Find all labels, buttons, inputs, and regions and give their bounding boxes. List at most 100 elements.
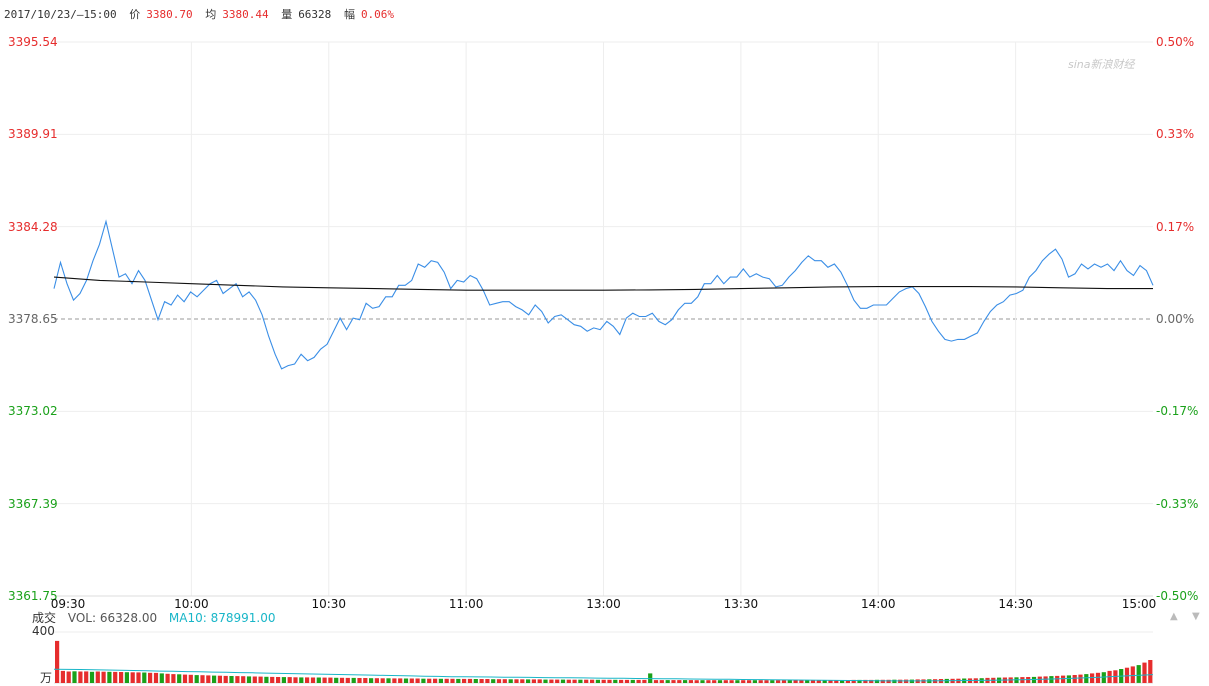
- volume-bar: [624, 679, 630, 683]
- volume-bar: [409, 678, 414, 683]
- volume-bar: [683, 680, 688, 683]
- volume-header: 成交 VOL: 66328.00 MA10: 878991.00: [32, 609, 284, 626]
- volume-bar: [485, 679, 490, 683]
- volume-bar: [659, 680, 664, 683]
- volume-bar: [229, 676, 234, 683]
- volume-bar: [124, 672, 129, 683]
- volume-bar: [619, 679, 624, 683]
- volume-bar: [601, 679, 606, 683]
- volume-bar: [386, 678, 391, 683]
- volume-bar: [310, 677, 316, 683]
- volume-bar: [450, 678, 455, 683]
- volume-bar: [363, 678, 368, 683]
- volume-bar: [1090, 673, 1095, 683]
- volume-bar: [787, 680, 792, 683]
- volume-bar: [1066, 675, 1071, 683]
- volume-bar: [816, 680, 821, 683]
- volume-unit-label: 万: [40, 671, 53, 685]
- volume-bar: [595, 679, 600, 683]
- volume-bar: [886, 679, 891, 683]
- volume-bar: [148, 672, 153, 683]
- volume-bar: [270, 676, 275, 683]
- volume-bar: [584, 679, 589, 683]
- volume-bar: [531, 679, 536, 683]
- volume-bar: [467, 678, 473, 683]
- volume-bar: [776, 680, 781, 683]
- volume-bar: [153, 672, 159, 683]
- pct-tick-label: 0.33%: [1156, 127, 1195, 142]
- pct-tick-label: -0.50%: [1156, 589, 1199, 603]
- y-tick-label: 3389.91: [8, 127, 58, 142]
- volume-bar: [1055, 675, 1060, 683]
- volume-bar: [293, 677, 298, 683]
- volume-bar: [717, 680, 723, 683]
- volume-bar: [1148, 660, 1153, 683]
- pct-tick-label: -0.33%: [1156, 496, 1199, 511]
- volume-bar: [89, 671, 95, 683]
- volume-bar: [136, 672, 141, 683]
- change-label: 幅: [343, 8, 355, 21]
- pct-tick-label: -0.17%: [1156, 404, 1199, 419]
- volume-vol: VOL: 66328.00: [67, 611, 158, 625]
- volume-bar: [427, 678, 432, 683]
- sina-watermark: sina新浪财经: [1068, 58, 1135, 71]
- volume-bar: [95, 671, 100, 683]
- volume-bar: [142, 672, 147, 683]
- volume-bar: [560, 679, 566, 683]
- volume-bar: [729, 680, 734, 683]
- volume-bar: [828, 680, 833, 683]
- volume-bar: [369, 678, 374, 683]
- volume-bar: [723, 680, 728, 683]
- volume-bar: [752, 680, 757, 683]
- volume-bar: [276, 677, 281, 683]
- y-tick-label: 3395.54: [8, 35, 58, 49]
- volume-up-arrow-icon[interactable]: ▲: [1170, 611, 1178, 622]
- volume-bar: [578, 679, 583, 683]
- volume-bar: [252, 676, 257, 683]
- volume-bar: [1043, 676, 1048, 683]
- x-tick-label: 14:30: [998, 597, 1033, 611]
- price-value: 3380.70: [146, 8, 193, 21]
- volume-bar: [415, 678, 420, 683]
- volume-bar: [1095, 672, 1101, 683]
- vol-value: 66328: [298, 8, 332, 21]
- avg-line: [53, 276, 1153, 291]
- volume-bar: [328, 677, 333, 683]
- pct-tick-label: 0.17%: [1156, 219, 1195, 234]
- volume-bar: [874, 679, 880, 683]
- volume-bar: [700, 680, 705, 683]
- volume-bar: [223, 675, 228, 683]
- datetime: 2017/10/23/—15:00: [4, 8, 117, 21]
- volume-bar: [636, 679, 641, 683]
- x-tick-label: 14:00: [860, 597, 896, 611]
- volume-bar: [107, 671, 112, 683]
- volume-bar: [1061, 675, 1066, 683]
- volume-bar: [1136, 665, 1141, 683]
- volume-bar: [316, 677, 321, 683]
- x-tick-label: 10:00: [174, 597, 209, 611]
- volume-bar: [496, 679, 502, 683]
- x-tick-label: 11:00: [448, 597, 484, 611]
- volume-bar: [706, 680, 711, 683]
- volume-bar: [165, 673, 170, 683]
- volume-bar: [688, 680, 693, 683]
- volume-bar: [119, 672, 124, 683]
- change-value: 0.06%: [360, 8, 395, 21]
- volume-bar: [665, 680, 670, 683]
- volume-bar: [834, 680, 839, 683]
- volume-bar: [357, 678, 362, 683]
- volume-bar: [1101, 672, 1106, 683]
- volume-bar: [566, 679, 571, 683]
- volume-bar: [479, 679, 484, 683]
- volume-bar: [590, 679, 595, 683]
- volume-bar: [473, 679, 478, 683]
- volume-bar: [502, 679, 507, 683]
- volume-bar: [217, 675, 222, 683]
- volume-bar: [741, 680, 746, 683]
- quote-header: 2017/10/23/—15:00 价 3380.70 均 3380.44 量 663…: [4, 6, 400, 22]
- volume-bar: [212, 675, 217, 683]
- volume-down-arrow-icon[interactable]: ▼: [1192, 611, 1200, 622]
- volume-bar: [78, 671, 83, 683]
- volume-bar: [113, 671, 118, 683]
